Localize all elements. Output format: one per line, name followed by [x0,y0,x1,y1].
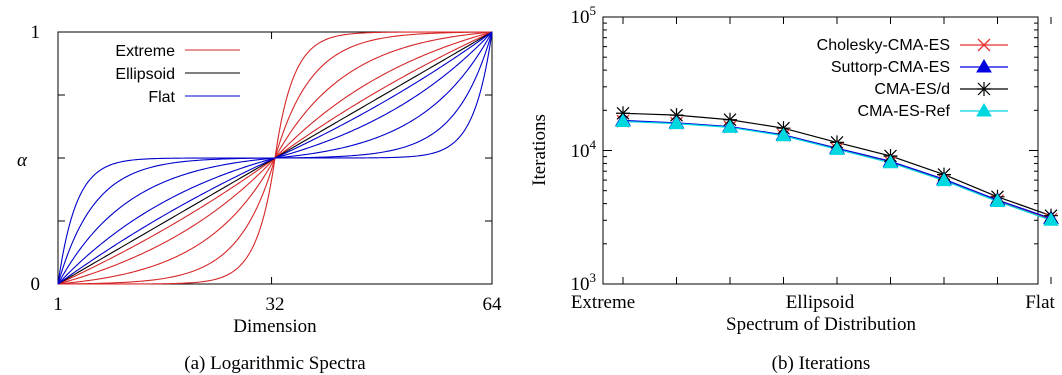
data-point-3-0 [615,113,631,127]
series-lines-b [622,112,1052,221]
series-line-2 [622,112,1052,217]
series-lines-a [57,31,493,285]
legend-label-suttorp: Suttorp-CMA-ES [831,59,950,76]
data-point-2-0 [616,106,630,121]
legend-marker-0 [977,38,991,52]
legend-label-cmaesd: CMA-ES/d [874,81,950,98]
data-point-3-3 [775,127,792,142]
legend-label-flat: Flat [148,89,175,106]
y-tick-label-1e5: 105 [571,3,597,28]
spectrum-line-10 [57,31,493,285]
legend-marker-2 [977,82,991,96]
legend-label-cmaesref: CMA-ES-Ref [858,103,951,120]
x-axis-label-a: Dimension [233,316,317,337]
data-point-3-1 [668,115,685,130]
x-tick-label-extreme: Extreme [571,292,635,313]
data-point-3-6 [936,172,952,187]
data-point-3-4 [829,141,845,155]
legend-label-cholesky: Cholesky-CMA-ES [817,37,950,54]
x-tick-label-flat: Flat [1025,292,1055,313]
plot-frame-b [602,16,1039,285]
data-point-3-5 [882,154,899,169]
x-tick-label-ellipsoid: Ellipsoid [786,292,855,313]
series-markers-b [615,106,1059,226]
y-tick-label-0: 0 [31,274,41,295]
series-line-1 [622,119,1052,219]
legend-marker-3 [976,103,992,117]
data-point-3-2 [722,119,738,133]
x-tick-label-64: 64 [483,294,503,315]
y-tick-label-1: 1 [31,22,41,43]
tick-marks-b [603,16,1052,285]
x-axis-label-b: Spectrum of Distribution [726,314,916,335]
caption-a: (a) Logarithmic Spectra [184,353,366,374]
chart-iterations: 105 104 103 Extreme Ellipsoid Flat Spect… [529,3,1059,374]
legend-marker-1 [976,59,992,73]
y-axis-label-b: Iterations [529,114,550,186]
caption-b: (b) Iterations [772,353,871,374]
y-tick-label-1e4: 104 [571,137,597,162]
y-axis-label-a: α [17,150,28,171]
y-tick-label-1e3: 103 [571,270,597,295]
legend-label-ellipsoid: Ellipsoid [115,66,175,83]
chart-logarithmic-spectra: 0 1 1 32 64 Dimension α (a) Logarithmic … [17,22,502,374]
x-tick-label-1: 1 [53,294,63,315]
legend-label-extreme: Extreme [115,43,175,60]
data-point-3-7 [989,193,1006,207]
x-tick-label-32: 32 [266,294,285,315]
legend-b: Cholesky-CMA-ES Suttorp-CMA-ES CMA-ES/d … [817,37,1008,120]
data-point-3-8 [1043,212,1059,226]
legend-a: Extreme Ellipsoid Flat [115,43,240,106]
data-point-2-1 [669,108,684,123]
